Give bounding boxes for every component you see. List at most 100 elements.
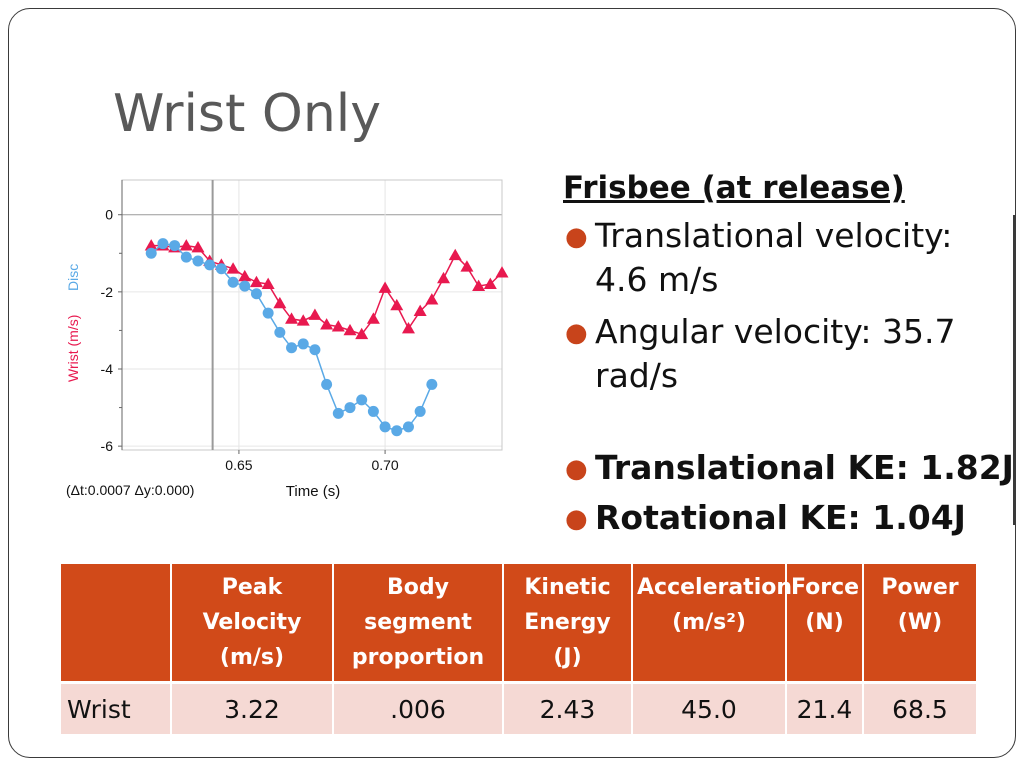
disc-point xyxy=(204,259,216,271)
disc-point xyxy=(262,307,274,319)
bullet-dot-icon: ● xyxy=(565,454,588,484)
frisbee-heading: Frisbee (at release) xyxy=(563,170,905,206)
wrist-point xyxy=(343,323,357,336)
disc-point xyxy=(414,405,426,417)
velocity-chart: 0 -2 -4 -6 0.65 0.70 Wrist (m/s) Disc Time (… xyxy=(65,179,509,500)
disc-point xyxy=(356,394,368,406)
header-kinetic-energy: Kinetic Energy (J) xyxy=(502,562,633,684)
wrist-point xyxy=(390,298,404,311)
disc-point xyxy=(367,405,379,417)
wrist-point xyxy=(366,312,380,324)
x-tick-group: 0.65 0.70 xyxy=(225,450,399,473)
disc-point xyxy=(309,344,321,356)
wrist-point xyxy=(437,271,451,284)
header-cell-empty xyxy=(59,562,172,684)
cell-acceleration: 45.0 xyxy=(631,681,787,736)
bullet-angular-velocity: ● Angular velocity: 35.7 rad/s xyxy=(563,310,1013,398)
cursor-readout: (Δt:0.0007 Δy:0.000) xyxy=(66,482,194,498)
disc-point xyxy=(239,280,251,292)
cell-force: 21.4 xyxy=(785,681,864,736)
header-acceleration: Acceleration (m/s²) xyxy=(631,562,792,684)
header-peak-velocity: Peak Velocity (m/s) xyxy=(170,562,334,684)
chart-grid xyxy=(122,180,502,450)
series-wrist xyxy=(144,239,509,340)
disc-point xyxy=(215,263,227,275)
wrist-point xyxy=(378,281,392,293)
wrist-point xyxy=(179,239,193,251)
disc-point xyxy=(379,421,391,433)
disc-point xyxy=(321,378,333,390)
wrist-point xyxy=(331,320,345,332)
bullet-text: Rotational KE: 1.04J xyxy=(595,498,966,537)
y-axis-label-wrist: Wrist (m/s) xyxy=(65,315,81,382)
wrist-point xyxy=(308,308,322,320)
header-body-segment: Body segment proportion xyxy=(332,562,504,684)
x-tick-label: 0.70 xyxy=(371,457,398,473)
wrist-point xyxy=(448,248,462,261)
wrist-point xyxy=(249,275,263,288)
wrist-point xyxy=(238,269,252,282)
wrist-point xyxy=(413,304,427,317)
y-tick-label: 0 xyxy=(105,207,113,223)
disc-line xyxy=(150,242,433,432)
bullet-dot-icon: ● xyxy=(565,318,588,348)
cell-power: 68.5 xyxy=(862,681,978,736)
wrist-point xyxy=(460,260,474,272)
disc-point xyxy=(391,425,403,437)
slide-edge-mark xyxy=(1013,215,1016,525)
wrist-point xyxy=(144,239,158,251)
disc-point xyxy=(274,326,286,338)
bullet-text: Translational KE: 1.82J xyxy=(595,448,1014,487)
wrist-point xyxy=(483,277,497,290)
header-force: Force (N) xyxy=(785,562,864,684)
wrist-point xyxy=(226,262,240,274)
slide-title: Wrist Only xyxy=(113,84,382,144)
disc-point xyxy=(227,276,239,288)
wrist-point xyxy=(285,312,299,324)
disc-point xyxy=(402,421,414,433)
bullet-translational-ke: ● Translational KE: 1.82J xyxy=(563,446,1014,490)
bullet-rotational-ke: ● Rotational KE: 1.04J xyxy=(563,496,1013,540)
wrist-point xyxy=(296,314,310,326)
disc-point xyxy=(426,378,438,390)
disc-point xyxy=(169,240,181,252)
row-label: Wrist xyxy=(59,681,172,736)
disc-point xyxy=(286,342,298,354)
header-power: Power (W) xyxy=(862,562,978,684)
series-disc xyxy=(145,238,438,437)
x-tick-label: 0.65 xyxy=(225,457,252,473)
disc-point xyxy=(145,247,157,259)
y-tick-label: -2 xyxy=(101,284,114,300)
y-axis-label-disc: Disc xyxy=(65,264,81,291)
wrist-metrics-table: Peak Velocity (m/s) Body segment proport… xyxy=(59,562,978,736)
cell-peak-velocity: 3.22 xyxy=(170,681,334,736)
wrist-point xyxy=(472,279,486,291)
disc-point xyxy=(250,288,262,300)
bullet-text: Translational velocity: 4.6 m/s xyxy=(595,216,953,299)
frisbee-info: Frisbee (at release) ● Translational vel… xyxy=(563,170,1014,546)
wrist-point xyxy=(495,266,509,278)
wrist-point xyxy=(320,318,334,330)
table-header-row: Peak Velocity (m/s) Body segment proport… xyxy=(59,562,978,684)
wrist-point xyxy=(425,293,439,305)
wrist-point xyxy=(261,277,275,290)
y-tick-group: 0 -2 -4 -6 xyxy=(101,207,122,454)
table-row: Wrist 3.22 .006 2.43 45.0 21.4 68.5 xyxy=(59,681,978,736)
wrist-point xyxy=(401,322,415,334)
cell-body-segment: .006 xyxy=(332,681,504,736)
wrist-point xyxy=(355,327,369,340)
disc-point xyxy=(297,338,309,350)
bullet-dot-icon: ● xyxy=(565,222,588,252)
disc-point xyxy=(332,407,344,419)
disc-point xyxy=(157,238,169,250)
disc-point xyxy=(344,402,356,414)
disc-point xyxy=(192,255,204,267)
cell-kinetic-energy: 2.43 xyxy=(502,681,633,736)
bullet-translational-velocity: ● Translational velocity: 4.6 m/s xyxy=(563,214,1013,302)
bullet-dot-icon: ● xyxy=(565,504,588,534)
disc-point xyxy=(180,251,192,263)
wrist-point xyxy=(273,296,287,309)
y-tick-label: -4 xyxy=(101,361,114,377)
bullet-text: Angular velocity: 35.7 rad/s xyxy=(595,312,956,395)
wrist-point xyxy=(191,241,205,253)
